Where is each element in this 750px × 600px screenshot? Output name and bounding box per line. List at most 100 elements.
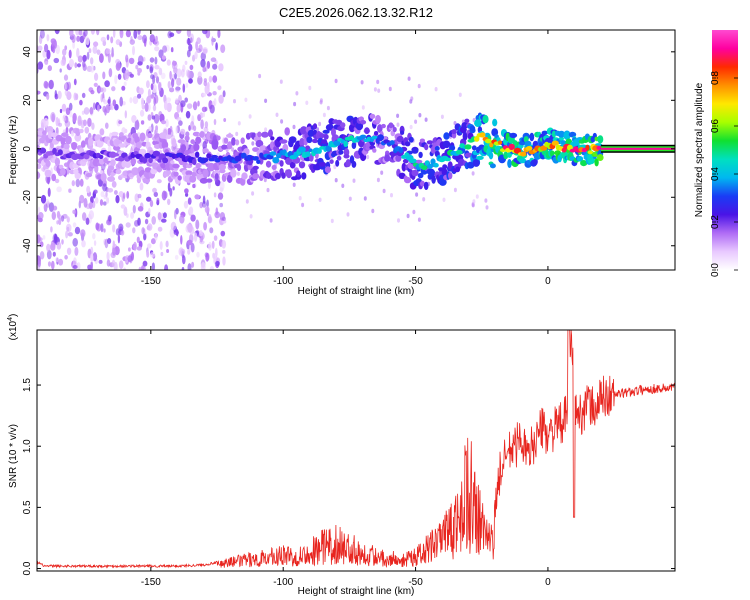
spectrogram-speckle bbox=[158, 81, 162, 92]
spectrogram-speckle bbox=[163, 100, 168, 111]
spectrogram-speckle bbox=[81, 92, 86, 99]
spectrogram-speckle bbox=[185, 82, 189, 88]
spectrogram-ridge-halo bbox=[576, 156, 584, 162]
spectrogram-speckle bbox=[37, 259, 41, 268]
spectrogram-speckle bbox=[103, 194, 107, 200]
spectrogram-ridge-halo bbox=[226, 174, 233, 183]
spectrogram-speckle bbox=[37, 234, 41, 244]
spectrogram-ridge-halo bbox=[597, 135, 604, 144]
spectrogram-speckle bbox=[204, 252, 209, 258]
spectrogram-speckle bbox=[54, 178, 60, 184]
spectrogram-speckle bbox=[388, 86, 392, 92]
spectrogram-speckle bbox=[167, 81, 171, 89]
spectrogram-speckle bbox=[97, 104, 100, 112]
spectrogram-speckle bbox=[90, 65, 95, 73]
spectrogram-speckle bbox=[188, 43, 193, 52]
spectrogram-ridge-core bbox=[377, 134, 384, 141]
spectrogram-speckle bbox=[100, 191, 105, 198]
spectrogram-ridge-halo bbox=[47, 130, 53, 139]
spectrogram-speckle bbox=[166, 97, 171, 103]
spectrogram-ridge-halo bbox=[54, 157, 61, 167]
spectrogram-ridge-halo bbox=[557, 130, 566, 138]
snr-x-axis-label: Height of straight line (km) bbox=[298, 586, 415, 597]
spectrogram-ridge-halo bbox=[301, 172, 307, 180]
spectrogram-speckle bbox=[99, 53, 104, 64]
spectrogram-speckle bbox=[279, 79, 283, 84]
spectrogram-speckle bbox=[147, 223, 153, 231]
spectrogram-speckle bbox=[155, 125, 158, 135]
spectrogram-speckle bbox=[103, 228, 106, 233]
spectrogram-speckle bbox=[144, 218, 149, 225]
spectrogram-speckle bbox=[107, 238, 112, 244]
spectrogram-speckle bbox=[105, 48, 111, 55]
spectrogram-ridge-halo bbox=[46, 126, 54, 134]
spectrogram-speckle bbox=[415, 192, 419, 197]
spectrogram-speckle bbox=[50, 226, 53, 233]
spectrogram-speckle bbox=[65, 107, 71, 116]
spectrogram-ridge-halo bbox=[580, 160, 588, 167]
spectrogram-speckle bbox=[190, 121, 195, 130]
spectrogram-ridge-halo bbox=[411, 148, 419, 154]
spectrogram-speckle bbox=[111, 259, 116, 268]
spectrogram-ridge-halo bbox=[270, 136, 275, 141]
spectrogram-speckle bbox=[104, 108, 107, 116]
spectrogram-speckle bbox=[65, 223, 72, 233]
spectrogram-speckle bbox=[141, 264, 144, 270]
spectrogram-speckle bbox=[157, 212, 162, 221]
spectrogram-ridge-halo bbox=[318, 162, 327, 167]
spectrogram-ridge-halo bbox=[139, 132, 146, 142]
spectrogram-speckle bbox=[221, 216, 226, 221]
spectrogram-ridge-core bbox=[240, 152, 247, 159]
spectrogram-speckle bbox=[69, 30, 74, 37]
spectrogram-speckle bbox=[122, 192, 126, 199]
spectrogram-ridge-halo bbox=[343, 154, 350, 159]
spectrogram-speckle bbox=[125, 222, 131, 228]
spectrogram-ridge-core bbox=[427, 163, 433, 169]
spectrogram-ridge-halo bbox=[340, 122, 346, 128]
spectrogram-ridge-halo bbox=[329, 159, 334, 165]
spectrogram-speckle bbox=[64, 254, 68, 260]
spectrogram-ridge-halo bbox=[199, 131, 205, 138]
spectrogram-ridge-halo bbox=[322, 129, 330, 134]
spectrogram-speckle bbox=[207, 213, 212, 224]
spectrogram-ridge-core bbox=[112, 153, 120, 157]
spectrogram-speckle bbox=[90, 253, 94, 263]
spectrogram-speckle bbox=[217, 192, 224, 200]
spectrogram-speckle bbox=[192, 183, 196, 189]
spectrogram-speckle bbox=[92, 252, 98, 262]
spectrogram-ridge-halo bbox=[298, 161, 306, 169]
spectrogram-speckle bbox=[308, 85, 312, 91]
spectrogram-ridge-halo bbox=[202, 169, 209, 178]
spectrogram-speckle bbox=[93, 189, 98, 194]
spectrogram-speckle bbox=[83, 107, 90, 115]
spectrogram-speckle bbox=[190, 242, 195, 253]
spectrogram-ridge-halo bbox=[257, 131, 262, 138]
spectrogram-speckle bbox=[200, 262, 206, 270]
spectrogram-ridge-halo bbox=[231, 137, 236, 146]
y-tick-label: 0.0 bbox=[22, 561, 33, 575]
spectrogram-speckle bbox=[150, 94, 154, 99]
spectrogram-speckle bbox=[162, 212, 167, 219]
spectrogram-ridge-halo bbox=[226, 133, 234, 138]
spectrogram-speckle bbox=[221, 240, 227, 249]
spectrogram-speckle bbox=[133, 241, 137, 251]
spectrogram-speckle bbox=[95, 222, 100, 231]
spectrogram-ridge-layer bbox=[37, 112, 675, 190]
spectrogram-ridge-halo bbox=[351, 141, 357, 149]
spectrogram-ridge-halo bbox=[299, 137, 305, 147]
spectrogram-speckle bbox=[72, 112, 77, 123]
spectrogram-ridge-halo bbox=[541, 130, 548, 135]
spectrogram-ridge-halo bbox=[147, 132, 153, 139]
spectrogram-speckle bbox=[209, 104, 215, 114]
spectrogram-speckle bbox=[127, 255, 133, 263]
spectrogram-speckle bbox=[301, 202, 305, 208]
spectrogram-ridge-core bbox=[389, 140, 395, 145]
spectrogram-speckle bbox=[189, 64, 194, 71]
spectrogram-speckle bbox=[76, 47, 80, 58]
spectrogram-speckle bbox=[150, 83, 154, 91]
spectrogram-ridge-halo bbox=[107, 165, 115, 171]
spectrogram-speckle bbox=[187, 40, 192, 45]
spectrogram-speckle bbox=[174, 254, 179, 260]
spectrogram-speckle bbox=[118, 260, 124, 270]
spectrogram-ridge-halo bbox=[279, 160, 284, 167]
